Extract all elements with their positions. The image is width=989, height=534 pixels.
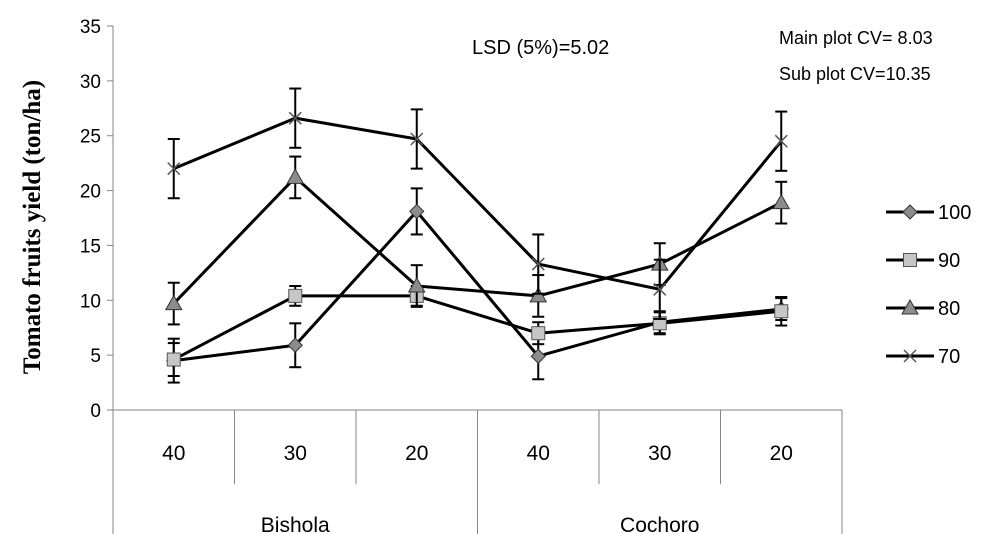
x-tick-label: 40 <box>162 442 185 465</box>
legend-marker <box>903 349 917 363</box>
series-90-point <box>531 326 546 341</box>
legend-label: 100 <box>938 202 971 224</box>
y-tick-label: 0 <box>90 401 101 422</box>
marker-stroke <box>653 282 667 296</box>
series-70-point <box>531 257 545 271</box>
x-group-label: Bishola <box>261 514 330 534</box>
series-80-point <box>529 286 548 303</box>
y-tick-label: 15 <box>80 236 101 257</box>
series-70-point <box>410 132 424 146</box>
x-group-label: Cochoro <box>620 514 699 534</box>
x-tick-label: 40 <box>527 442 550 465</box>
series-100 <box>166 187 789 384</box>
marker-stroke <box>531 257 545 271</box>
marker-stroke <box>288 111 302 125</box>
marker-stroke <box>774 134 788 148</box>
legend-entry: 90 <box>886 250 960 272</box>
y-axis-label: Tomato fruits yield (ton/ha) <box>19 80 46 374</box>
marker-stroke <box>167 162 181 176</box>
legend-label: 70 <box>938 346 960 368</box>
series-70-point <box>653 282 667 296</box>
series-90-point <box>166 352 181 367</box>
series-100-point <box>287 337 303 353</box>
series-80 <box>164 155 791 326</box>
legend-entry: 80 <box>886 298 960 320</box>
series-80-point <box>407 277 426 293</box>
series-80-line <box>172 175 782 305</box>
y-tick-label: 20 <box>80 182 101 203</box>
series-70-point <box>774 134 788 148</box>
lsd-annotation: LSD (5%)=5.02 <box>472 37 609 59</box>
series-90 <box>166 285 789 377</box>
series-80-point <box>772 193 791 210</box>
y-tick-label: 30 <box>80 72 101 93</box>
main-plot-cv-annotation: Main plot CV= 8.03 <box>779 28 933 48</box>
x-tick-label: 30 <box>648 442 671 465</box>
y-tick-label: 10 <box>80 291 101 312</box>
marker-stroke <box>410 132 424 146</box>
axes: 0 5 10 15 20 25 30 35 40 30 20 40 30 20 Bishola Cochoro <box>80 17 843 534</box>
legend-entry: 100 <box>886 202 971 224</box>
legend-label: 90 <box>938 250 960 272</box>
x-tick-label: 30 <box>284 442 307 465</box>
y-tick-label: 35 <box>80 17 101 38</box>
series-80-point <box>286 168 305 184</box>
legend-marker <box>901 298 919 315</box>
y-tick-label: 5 <box>90 346 101 367</box>
series-100-line <box>173 209 782 363</box>
legend-label: 80 <box>938 298 960 320</box>
y-tick-label: 25 <box>80 127 101 148</box>
x-tick-label: 20 <box>405 442 428 465</box>
series-layer <box>164 87 791 384</box>
legend-marker <box>902 204 918 220</box>
x-tick-label: 20 <box>770 442 793 465</box>
legend-entry: 70 <box>886 346 960 368</box>
series-70-point <box>288 111 302 125</box>
marker-stroke <box>903 349 917 363</box>
series-70-line <box>173 116 783 291</box>
legend-marker <box>903 253 917 267</box>
legend: 100 90 80 70 <box>886 202 971 368</box>
series-100-point <box>409 203 425 220</box>
series-100-point <box>530 348 546 364</box>
series-90-line <box>173 294 782 361</box>
sub-plot-cv-annotation: Sub plot CV=10.35 <box>779 64 931 84</box>
series-70 <box>167 87 788 320</box>
series-90-point <box>774 304 789 319</box>
series-70-point <box>167 162 181 176</box>
series-90-point <box>288 288 303 303</box>
series-80-point <box>164 294 183 311</box>
